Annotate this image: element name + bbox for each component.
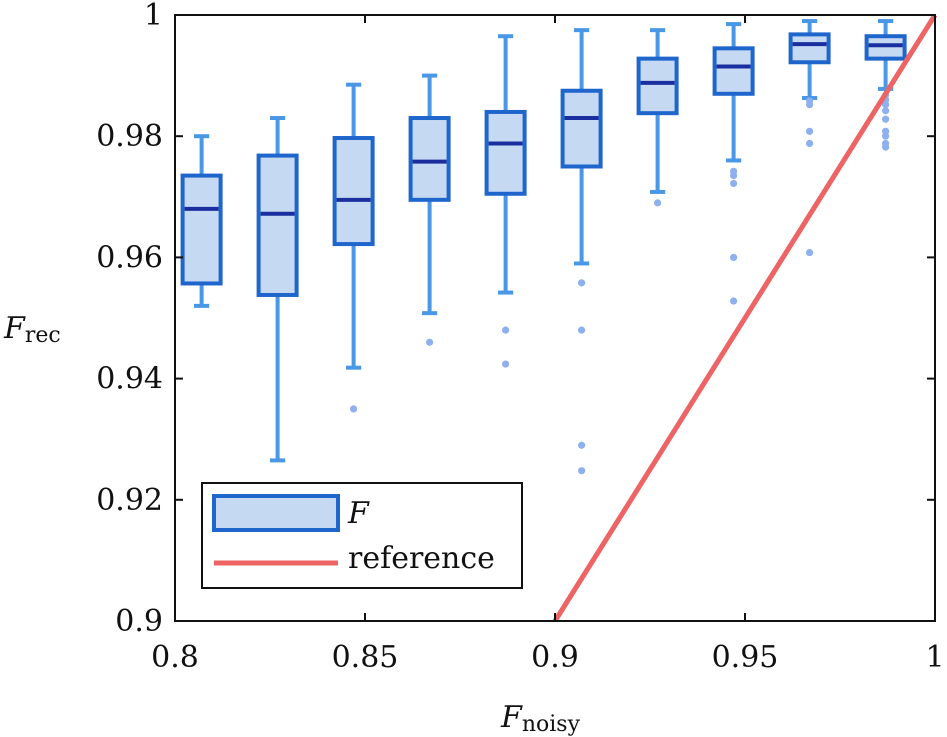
outlier-3-0 <box>426 338 434 346</box>
box-2 <box>332 136 375 247</box>
y-tick-label-2: 0.94 <box>96 362 163 397</box>
outlier-9-8 <box>882 143 890 151</box>
box-group-7 <box>712 22 755 305</box>
outlier-7-1 <box>730 171 738 180</box>
y-tick-label-4: 0.98 <box>96 119 163 154</box>
y-tick-label-5: 1 <box>144 0 163 33</box>
y-axis-label-main: F <box>3 311 26 346</box>
y-tick-label-3: 0.96 <box>96 240 163 275</box>
outlier-8-4 <box>806 248 814 257</box>
x-axis-label-sub: noisy <box>522 712 581 737</box>
box-6 <box>636 56 679 116</box>
outlier-9-3 <box>882 107 890 115</box>
reference-layer <box>552 13 938 623</box>
x-tick-label-3: 0.95 <box>712 640 779 675</box>
x-tick-label-1: 0.85 <box>332 640 399 675</box>
outlier-8-3 <box>806 139 814 148</box>
box-4 <box>484 109 527 196</box>
outlier-9-2 <box>882 101 890 109</box>
box-group-4 <box>484 34 527 368</box>
outlier-7-3 <box>730 253 738 261</box>
x-tick-label-2: 0.9 <box>531 640 579 675</box>
box-3 <box>408 116 451 202</box>
x-axis-label: Fnoisy <box>500 700 581 737</box>
box-8 <box>788 32 831 65</box>
outlier-4-0 <box>502 326 510 334</box>
outlier-7-4 <box>730 297 738 305</box>
box-group-9 <box>864 19 907 151</box>
y-tick-label-1: 0.92 <box>96 483 163 518</box>
box-group-5 <box>560 28 603 475</box>
box-1 <box>256 153 299 297</box>
outlier-5-1 <box>578 326 586 334</box>
reference-line <box>552 13 938 623</box>
outlier-2-0 <box>350 405 358 413</box>
box-group-6 <box>636 28 679 207</box>
box-5 <box>560 88 603 169</box>
box-group-1 <box>256 116 299 463</box>
legend-label-reference: reference <box>348 541 495 576</box>
legend: F reference <box>201 482 523 589</box>
outlier-4-1 <box>502 360 510 368</box>
box-9 <box>864 34 907 61</box>
outlier-8-2 <box>806 127 814 135</box>
outlier-9-6 <box>882 132 890 140</box>
legend-box-swatch <box>212 494 340 532</box>
box-7 <box>712 46 755 96</box>
box-group-3 <box>408 73 451 346</box>
y-axis-label-sub: rec <box>25 323 61 348</box>
box-group-2 <box>332 82 375 413</box>
outlier-5-3 <box>578 467 586 475</box>
outlier-5-2 <box>578 441 586 449</box>
box-group-0 <box>180 134 223 308</box>
boxes-layer <box>180 19 907 475</box>
ticks-layer: 0.8 0.85 0.9 0.95 1 0.9 0.92 0.94 0.96 0.98 1 <box>96 0 944 675</box>
x-axis-label-main: F <box>500 700 523 735</box>
legend-label-f: F <box>347 496 370 531</box>
x-tick-label-0: 0.8 <box>151 640 199 675</box>
outlier-8-1 <box>806 101 814 109</box>
outlier-7-2 <box>730 179 738 188</box>
y-axis-label: Frec <box>3 311 61 348</box>
box-group-8 <box>788 19 831 257</box>
outlier-6-0 <box>654 199 662 207</box>
y-tick-label-0: 0.9 <box>115 604 163 639</box>
box-0 <box>180 173 223 286</box>
x-tick-label-4: 1 <box>925 640 944 675</box>
outlier-9-4 <box>882 115 890 123</box>
outlier-5-0 <box>578 279 586 287</box>
